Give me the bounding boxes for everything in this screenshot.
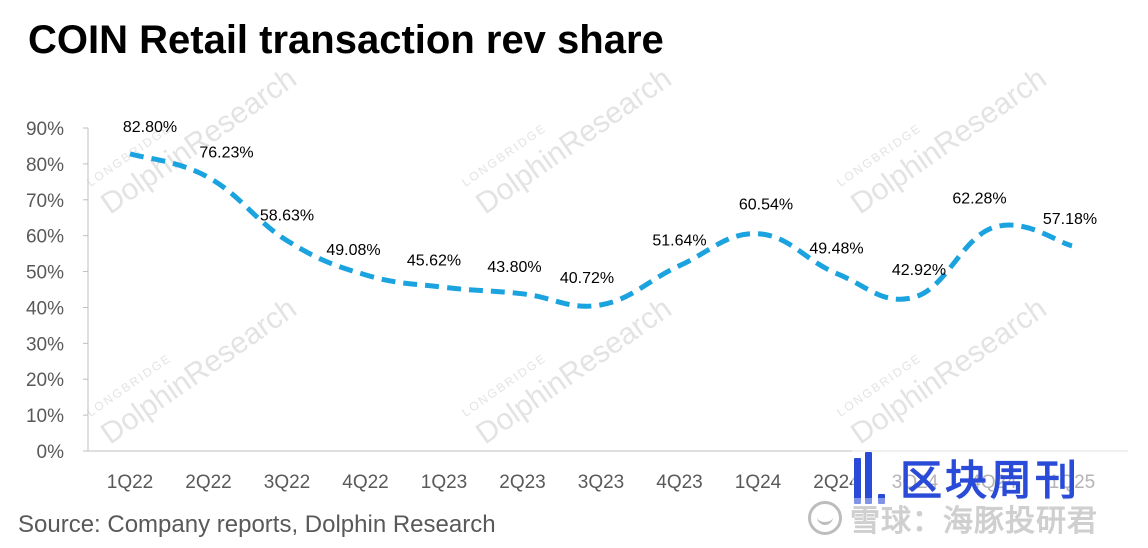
y-tick-label: 0% [37,442,65,463]
data-label: 43.80% [487,259,541,276]
data-label: 49.48% [809,240,863,257]
data-label: 45.62% [407,252,461,269]
y-tick-label: 40% [26,298,64,319]
x-tick-label: 2Q22 [185,472,231,493]
platform-watermark-text: 雪球：海豚投研君 [850,504,1098,539]
y-tick-label: 10% [26,406,64,427]
data-label: 58.63% [260,208,314,225]
x-tick-label: 2Q24 [813,472,860,493]
y-axis: 0% 10% 20% 30% 40% 50% 60% 70% 80% 90% [26,119,89,463]
data-label: 82.80% [123,119,177,136]
watermark-large-text: DolphinResearch [470,292,677,451]
platform-watermark: 雪球：海豚投研君 [808,498,1098,539]
watermark-large-text: DolphinResearch [95,62,302,221]
y-tick-label: 20% [26,370,64,391]
y-tick-label: 60% [26,227,64,248]
xueqiu-snowball-icon [808,501,842,535]
data-label: 60.54% [739,197,793,214]
x-tick-label: 3Q22 [264,472,310,493]
bar-chart-logo-icon [852,451,892,504]
x-tick-label: 1Q24 [735,472,782,493]
y-tick-label: 30% [26,334,64,355]
x-tick-label: 1Q22 [107,472,153,493]
data-label: 42.92% [892,262,946,279]
y-tick-label: 50% [26,263,64,284]
y-tick-label: 90% [26,119,64,140]
chart-title: COIN Retail transaction rev share [28,18,664,62]
data-label: 57.18% [1043,211,1097,228]
x-tick-label: 4Q23 [656,472,702,493]
source-note: Source: Company reports, Dolphin Researc… [18,511,496,538]
data-label: 62.28% [952,190,1006,207]
y-tick-label: 80% [26,155,64,176]
data-label: 76.23% [199,144,253,161]
brand-logo: 区块周刊 [852,450,1142,505]
watermark-large-text: DolphinResearch [470,62,677,221]
x-tick-label: 3Q23 [578,472,624,493]
data-label: 49.08% [326,242,380,259]
watermark-large-text: DolphinResearch [845,62,1052,221]
y-tick-label: 70% [26,191,64,212]
x-tick-label: 4Q22 [342,472,388,493]
watermark-large-text: DolphinResearch [95,292,302,451]
x-tick-label: 1Q23 [421,472,467,493]
brand-logo-text: 区块周刊 [900,456,1081,505]
data-label: 51.64% [652,233,706,250]
data-label: 40.72% [560,270,614,287]
series-line-group [129,151,1073,309]
watermark-large-text: DolphinResearch [845,292,1052,451]
data-labels: 82.80% 76.23% 58.63% 49.08% 45.62% 43.80% 40.7… [123,119,1097,287]
x-tick-label: 2Q23 [499,472,545,493]
